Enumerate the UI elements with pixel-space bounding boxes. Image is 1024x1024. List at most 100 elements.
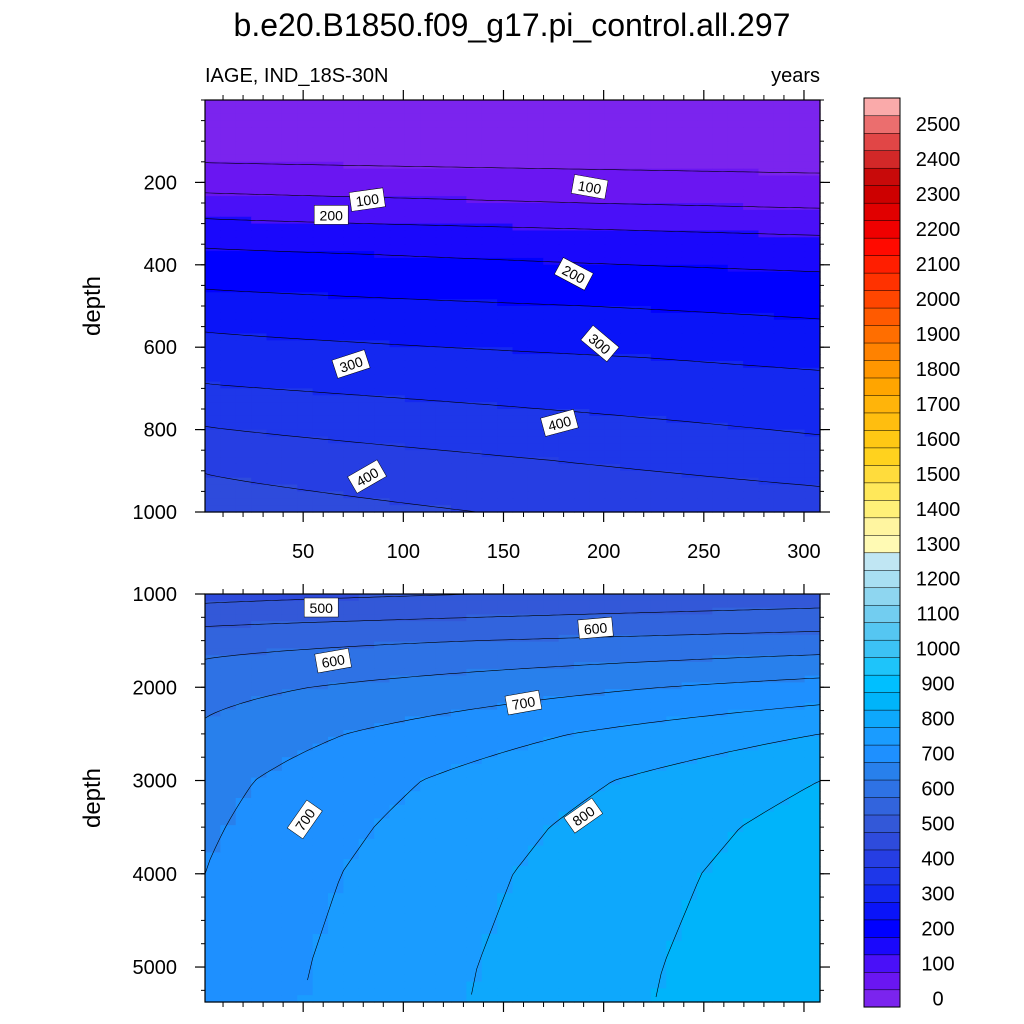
bottom-cell bbox=[266, 893, 283, 901]
top-cell bbox=[727, 161, 744, 170]
top-cell bbox=[666, 278, 683, 286]
top-cell bbox=[435, 237, 452, 245]
bottom-cell bbox=[650, 818, 667, 826]
top-cell bbox=[404, 436, 421, 444]
bottom-cell bbox=[497, 804, 514, 813]
bottom-cell bbox=[543, 736, 560, 745]
bottom-cell bbox=[404, 968, 421, 976]
top-cell bbox=[789, 491, 806, 499]
top-cell bbox=[758, 491, 775, 499]
bottom-cell bbox=[297, 641, 314, 649]
top-cell bbox=[512, 381, 529, 389]
bottom-cell bbox=[804, 859, 821, 867]
top-cell bbox=[281, 285, 298, 293]
top-cell bbox=[789, 209, 806, 218]
top-cell bbox=[804, 505, 821, 513]
bottom-cell bbox=[650, 594, 667, 602]
bottom-cell bbox=[205, 845, 221, 853]
top-cell bbox=[727, 381, 744, 389]
top-cell bbox=[558, 498, 575, 506]
bottom-cell bbox=[435, 628, 452, 636]
top-cell bbox=[804, 216, 821, 225]
bottom-cell bbox=[604, 981, 621, 989]
top-cell bbox=[743, 333, 760, 341]
top-cell bbox=[404, 141, 421, 149]
top-cell bbox=[681, 230, 698, 238]
bottom-cell bbox=[743, 757, 760, 765]
bottom-cell bbox=[743, 607, 760, 615]
top-cell bbox=[789, 484, 806, 492]
bottom-cell bbox=[574, 934, 590, 942]
bottom-cell bbox=[574, 689, 590, 697]
bottom-cell bbox=[650, 770, 667, 779]
bottom-cell bbox=[481, 750, 498, 758]
top-cell bbox=[404, 319, 421, 328]
top-cell bbox=[620, 306, 637, 314]
top-cell bbox=[435, 463, 452, 472]
top-cell bbox=[374, 312, 391, 321]
bottom-cell bbox=[650, 886, 667, 894]
bottom-cell bbox=[727, 777, 744, 785]
bottom-cell bbox=[635, 832, 652, 840]
bottom-cell bbox=[681, 730, 698, 738]
bottom-cell bbox=[466, 845, 483, 853]
top-cell bbox=[312, 491, 329, 499]
bottom-cell bbox=[681, 825, 698, 833]
bottom-cell bbox=[758, 757, 775, 765]
top-cell bbox=[804, 264, 821, 273]
bottom-cell bbox=[758, 879, 775, 887]
bottom-cell bbox=[374, 682, 391, 690]
bottom-cell bbox=[374, 804, 391, 813]
bottom-cell bbox=[389, 784, 406, 792]
top-cell bbox=[404, 223, 421, 232]
top-cell bbox=[620, 189, 637, 197]
top-cell bbox=[251, 196, 268, 204]
bottom-cell bbox=[420, 906, 437, 915]
top-cell bbox=[512, 450, 529, 458]
top-cell bbox=[281, 299, 298, 307]
top-cell bbox=[589, 278, 606, 286]
bottom-cell bbox=[466, 968, 483, 976]
top-cell bbox=[773, 237, 790, 245]
top-cell bbox=[727, 271, 744, 280]
bottom-cell bbox=[512, 770, 529, 779]
bottom-cell bbox=[681, 906, 698, 915]
bottom-cell bbox=[712, 886, 729, 894]
top-cell bbox=[743, 347, 760, 355]
bottom-cell bbox=[404, 906, 421, 915]
bottom-cell bbox=[374, 913, 391, 921]
bottom-cell bbox=[558, 804, 575, 813]
top-cell bbox=[543, 388, 560, 396]
bottom-cell bbox=[697, 900, 713, 908]
top-cell bbox=[773, 402, 790, 410]
top-cell bbox=[358, 209, 375, 218]
top-cell bbox=[743, 429, 760, 438]
top-cell bbox=[697, 347, 713, 355]
bottom-cell bbox=[497, 968, 514, 976]
top-cell bbox=[527, 237, 544, 245]
bottom-cell bbox=[266, 634, 283, 643]
top-cell bbox=[697, 141, 713, 149]
top-cell bbox=[574, 161, 590, 170]
bottom-cell bbox=[466, 702, 483, 711]
bottom-cell bbox=[650, 852, 667, 860]
top-cell bbox=[220, 148, 237, 156]
bottom-cell bbox=[512, 675, 529, 683]
bottom-cell bbox=[650, 621, 667, 629]
bottom-cell bbox=[635, 988, 652, 996]
top-cell bbox=[589, 209, 606, 218]
bottom-cell bbox=[527, 668, 544, 677]
top-cell bbox=[389, 443, 406, 451]
top-cell bbox=[589, 422, 606, 431]
top-cell bbox=[527, 463, 544, 472]
top-cell bbox=[251, 470, 268, 479]
top-cell bbox=[466, 319, 483, 328]
top-cell bbox=[497, 306, 514, 314]
top-cell bbox=[574, 340, 590, 348]
bottom-cell bbox=[420, 961, 437, 969]
bottom-cell bbox=[266, 628, 283, 636]
top-cell bbox=[205, 175, 221, 183]
bottom-cell bbox=[773, 696, 790, 704]
top-cell bbox=[451, 429, 467, 438]
top-cell bbox=[635, 367, 652, 376]
